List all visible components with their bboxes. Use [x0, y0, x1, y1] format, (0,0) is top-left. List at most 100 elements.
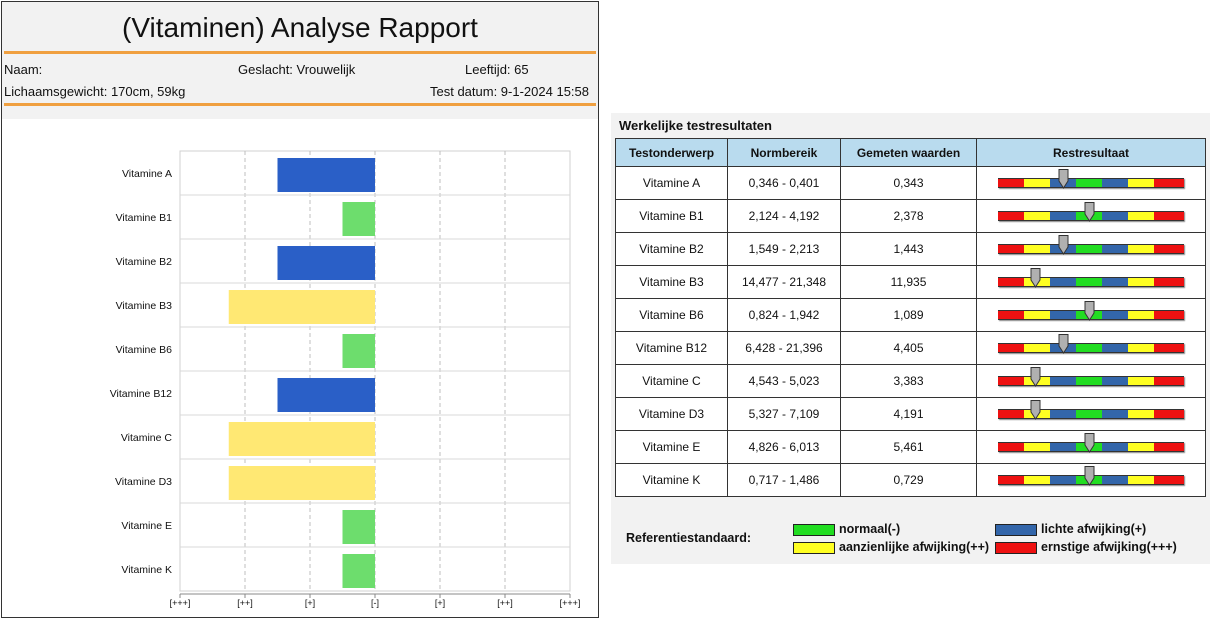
- row-measured-value: 5,461: [840, 430, 977, 464]
- category-label: Vitamine B2: [116, 256, 173, 268]
- gauge-segment: [1024, 211, 1051, 221]
- row-measured-value: 1,443: [840, 232, 977, 266]
- gauge-segment: [1076, 178, 1103, 188]
- row-subject: Vitamine B12: [615, 331, 728, 365]
- gauge-segment: [1128, 376, 1155, 386]
- results-row: Vitamine B1 2,124 - 4,192 2,378: [615, 199, 1206, 233]
- chart-bar: [277, 246, 375, 280]
- category-label: Vitamine K: [121, 564, 172, 576]
- gauge-segment: [1154, 343, 1184, 353]
- results-title: Werkelijke testresultaten: [619, 118, 772, 133]
- gauge-segment: [1076, 244, 1103, 254]
- legend-normal: normaal(-): [793, 522, 900, 536]
- gauge-segment: [1024, 310, 1051, 320]
- results-row: Vitamine B12 6,428 - 21,396 4,405: [615, 331, 1206, 365]
- gauge-segment: [1076, 343, 1103, 353]
- row-result-gauge-cell: [976, 166, 1206, 200]
- result-gauge: [998, 466, 1184, 486]
- row-result-gauge-cell: [976, 232, 1206, 266]
- gauge-segment: [1050, 277, 1077, 287]
- row-norm-range: 4,543 - 5,023: [727, 364, 841, 398]
- result-gauge: [998, 367, 1184, 387]
- chart-bar: [342, 334, 375, 368]
- gauge-pointer-icon: [1058, 235, 1069, 255]
- gauge-scale-bar: [998, 376, 1184, 386]
- gauge-segment: [1154, 376, 1184, 386]
- results-row: Vitamine A 0,346 - 0,401 0,343: [615, 166, 1206, 200]
- gauge-scale-bar: [998, 343, 1184, 353]
- header-divider-bottom: [4, 103, 596, 106]
- x-tick-label: [+]: [305, 598, 315, 608]
- row-measured-value: 0,729: [840, 463, 977, 497]
- gauge-segment: [1154, 310, 1184, 320]
- category-label: Vitamine B6: [116, 344, 173, 356]
- x-tick-label: [+++]: [560, 598, 581, 608]
- gauge-segment: [1102, 178, 1129, 188]
- gauge-segment: [998, 310, 1025, 320]
- gauge-segment: [998, 343, 1025, 353]
- gauge-scale-bar: [998, 244, 1184, 254]
- gauge-pointer-icon: [1084, 202, 1095, 222]
- results-row: Vitamine K 0,717 - 1,486 0,729: [615, 463, 1206, 497]
- chart-bar: [277, 158, 375, 192]
- x-tick-label: [-]: [371, 598, 379, 608]
- header-divider-top: [4, 51, 596, 54]
- gauge-segment: [1024, 244, 1051, 254]
- results-row: Vitamine C 4,543 - 5,023 3,383: [615, 364, 1206, 398]
- result-gauge: [998, 235, 1184, 255]
- col-header-range: Normbereik: [727, 138, 841, 167]
- col-header-subject: Testonderwerp: [615, 138, 728, 167]
- x-tick-label: [+]: [435, 598, 445, 608]
- gauge-segment: [998, 475, 1025, 485]
- legend-label-severe: ernstige afwijking(+++): [1041, 540, 1177, 554]
- chart-bar: [277, 378, 375, 412]
- gauge-segment: [1102, 211, 1129, 221]
- row-norm-range: 0,717 - 1,486: [727, 463, 841, 497]
- chart-bar: [228, 290, 375, 324]
- result-gauge: [998, 400, 1184, 420]
- gauge-segment: [998, 211, 1025, 221]
- gauge-segment: [1050, 211, 1077, 221]
- legend-label-normal: normaal(-): [839, 522, 901, 536]
- result-gauge: [998, 169, 1184, 189]
- gauge-pointer-icon: [1084, 301, 1095, 321]
- row-measured-value: 0,343: [840, 166, 977, 200]
- gauge-segment: [1154, 244, 1184, 254]
- category-label: Vitamine B12: [110, 388, 172, 400]
- chart-bar: [342, 554, 375, 588]
- result-gauge: [998, 202, 1184, 222]
- row-result-gauge-cell: [976, 331, 1206, 365]
- gauge-segment: [998, 277, 1025, 287]
- gauge-segment: [1076, 277, 1103, 287]
- results-row: Vitamine B2 1,549 - 2,213 1,443: [615, 232, 1206, 266]
- gauge-segment: [1154, 409, 1184, 419]
- row-subject: Vitamine B1: [615, 199, 728, 233]
- category-label: Vitamine D3: [115, 476, 172, 488]
- gauge-segment: [1024, 178, 1051, 188]
- gauge-segment: [1102, 376, 1129, 386]
- gauge-segment: [1050, 409, 1077, 419]
- gauge-segment: [1050, 310, 1077, 320]
- row-subject: Vitamine E: [615, 430, 728, 464]
- category-label: Vitamine B1: [116, 212, 173, 224]
- patient-gender: Geslacht: Vrouwelijk: [238, 62, 356, 77]
- legend-mild: lichte afwijking(+): [995, 522, 1146, 536]
- row-result-gauge-cell: [976, 199, 1206, 233]
- gauge-segment: [1050, 376, 1077, 386]
- gauge-pointer-icon: [1030, 400, 1041, 420]
- gauge-pointer-icon: [1030, 268, 1041, 288]
- gauge-pointer-icon: [1030, 367, 1041, 387]
- vitamin-deviation-chart: Vitamine A Vitamine B1 Vitamine B2 Vitamine…: [110, 150, 581, 608]
- gauge-pointer-icon: [1058, 169, 1069, 189]
- gauge-pointer-icon: [1084, 466, 1095, 486]
- row-subject: Vitamine B2: [615, 232, 728, 266]
- result-gauge: [998, 268, 1184, 288]
- legend-swatch-considerable: [793, 541, 835, 554]
- gauge-segment: [1128, 178, 1155, 188]
- gauge-segment: [1128, 475, 1155, 485]
- category-label: Vitamine C: [121, 432, 173, 444]
- col-header-result: Restresultaat: [976, 138, 1206, 167]
- gauge-segment: [1102, 277, 1129, 287]
- category-label: Vitamine B3: [116, 300, 173, 312]
- row-result-gauge-cell: [976, 397, 1206, 431]
